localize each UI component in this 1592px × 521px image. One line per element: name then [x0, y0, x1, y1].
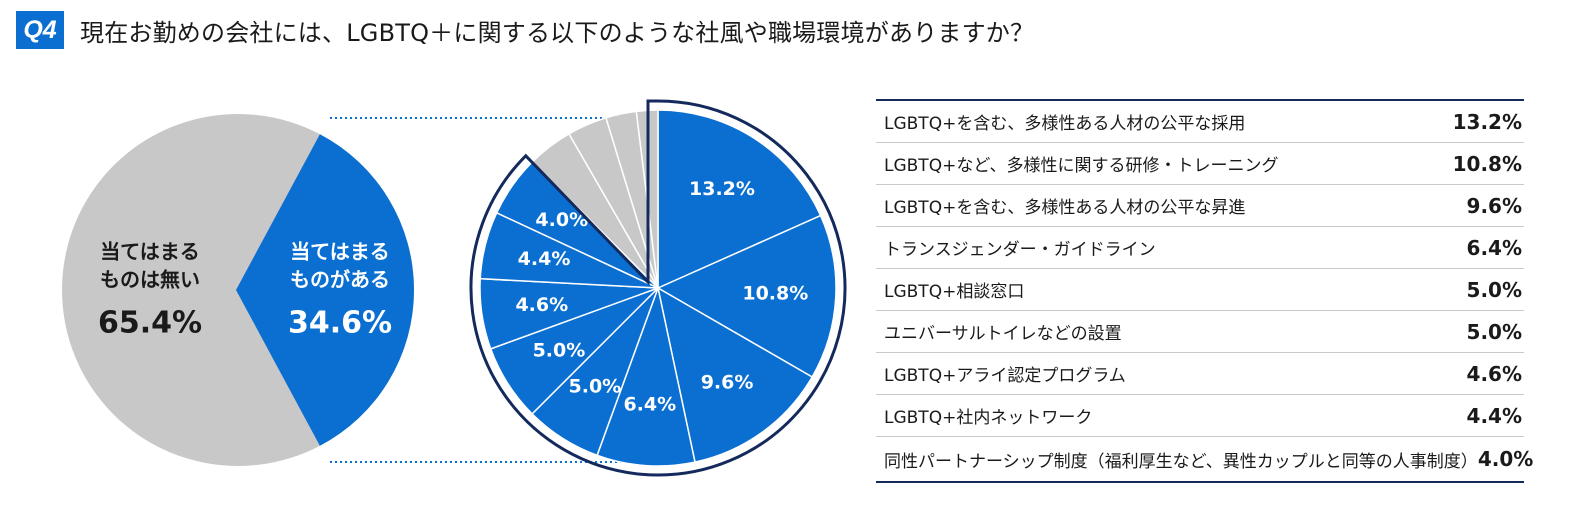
legend-row: LGBTQ+社内ネットワーク 4.4%: [876, 395, 1524, 437]
legend-value: 5.0%: [1466, 319, 1522, 344]
legend-row: LGBTQ+を含む、多様性ある人材の公平な採用 13.2%: [876, 101, 1524, 143]
label-some-line2: ものがある: [290, 268, 390, 292]
breakdown-value-label: 6.4%: [623, 394, 676, 416]
value-some: 34.6%: [288, 306, 392, 341]
legend-value: 4.4%: [1466, 403, 1522, 428]
breakdown-value-label: 10.8%: [742, 283, 808, 305]
legend-value: 4.0%: [1477, 447, 1534, 471]
breakdown-value-label: 5.0%: [533, 340, 586, 362]
legend-value: 10.8%: [1452, 151, 1522, 176]
legend-value: 4.6%: [1466, 361, 1522, 386]
breakdown-outline: [469, 99, 847, 477]
legend-value: 6.4%: [1466, 235, 1522, 260]
breakdown-slice: [656, 214, 837, 379]
legend-row: LGBTQ+を含む、多様性ある人材の公平な昇進 9.6%: [876, 185, 1524, 227]
breakdown-value-label: 4.4%: [518, 248, 571, 270]
breakdown-value-label: 9.6%: [701, 372, 754, 394]
legend-row: LGBTQ+アライ認定プログラム 4.6%: [876, 353, 1524, 395]
legend-label: ユニバーサルトイレなどの設置: [884, 324, 1122, 344]
legend-table: LGBTQ+を含む、多様性ある人材の公平な採用 13.2% LGBTQ+など、多様性…: [876, 99, 1533, 483]
legend-label: LGBTQ+社内ネットワーク: [884, 408, 1093, 428]
label-some-line1: 当てはまる: [290, 240, 390, 264]
legend-label: 同性パートナーシップ制度（福利厚生など、異性カップルと同等の人事制度）: [884, 451, 1478, 472]
breakdown-slice: [657, 109, 822, 290]
label-none-line1: 当てはまる: [100, 240, 200, 264]
legend-value: 13.2%: [1452, 109, 1522, 134]
legend-label: トランスジェンダー・ガイドライン: [884, 240, 1156, 260]
legend-row: LGBTQ+など、多様性に関する研修・トレーニング 10.8%: [876, 143, 1524, 185]
pie-slice-some: [236, 134, 415, 446]
legend-row: 同性パートナーシップ制度（福利厚生など、異性カップルと同等の人事制度） 4.0%: [876, 437, 1533, 481]
label-none-line2: ものは無い: [100, 268, 200, 292]
question-badge: Q4: [16, 11, 64, 49]
breakdown-slice: [596, 285, 696, 467]
breakdown-value-label: 4.6%: [515, 294, 568, 316]
breakdown-value-label: 13.2%: [689, 178, 755, 200]
legend-label: LGBTQ+を含む、多様性ある人材の公平な採用: [884, 114, 1246, 134]
legend-value: 5.0%: [1466, 277, 1522, 302]
breakdown-slice: [656, 286, 814, 463]
breakdown-value-label: 4.0%: [535, 209, 588, 231]
legend-label: LGBTQ+など、多様性に関する研修・トレーニング: [884, 156, 1279, 176]
legend-row: トランスジェンダー・ガイドライン 6.4%: [876, 227, 1524, 269]
legend-value: 9.6%: [1466, 193, 1522, 218]
legend-label: LGBTQ+を含む、多様性ある人材の公平な昇進: [884, 198, 1246, 218]
legend-row: ユニバーサルトイレなどの設置 5.0%: [876, 311, 1524, 353]
legend-label: LGBTQ+アライ認定プログラム: [884, 366, 1126, 386]
question-title: 現在お勤めの会社には、LGBTQ＋に関する以下のような社風や職場環境がありますか…: [80, 18, 1035, 47]
question-header: Q4 現在お勤めの会社には、LGBTQ＋に関する以下のような社風や職場環境があり…: [16, 10, 1034, 50]
breakdown-value-label: 5.0%: [569, 376, 622, 398]
legend-label: LGBTQ+相談窓口: [884, 282, 1025, 302]
value-none: 65.4%: [98, 306, 202, 341]
legend-row: LGBTQ+相談窓口 5.0%: [876, 269, 1524, 311]
